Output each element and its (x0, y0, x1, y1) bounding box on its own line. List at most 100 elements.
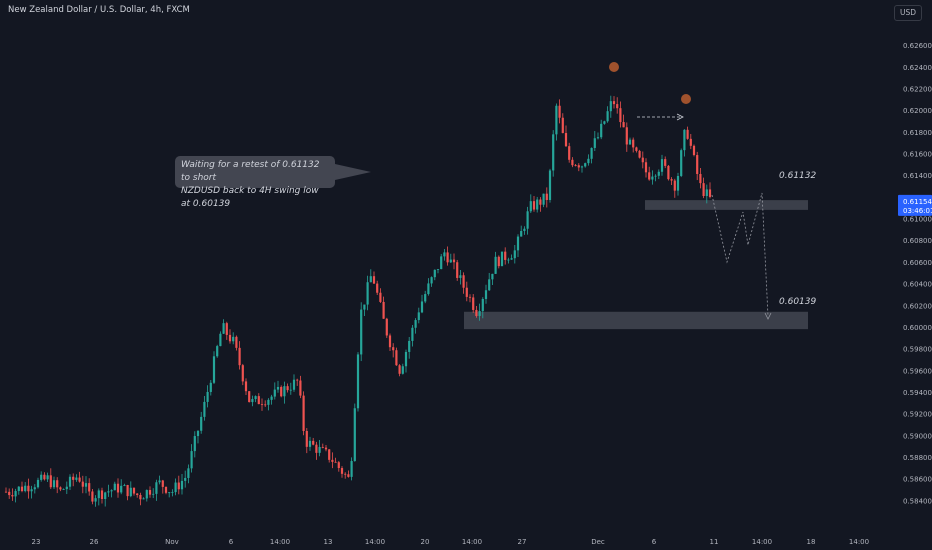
candle (372, 271, 376, 285)
candle-body (14, 490, 17, 497)
candle (619, 101, 622, 128)
candle (651, 170, 654, 185)
candle-body (590, 147, 593, 159)
candle-body (510, 258, 513, 260)
candle (670, 177, 673, 186)
candle-body (552, 134, 555, 171)
candle-body (203, 401, 206, 417)
candle-body (616, 104, 619, 109)
candle (62, 488, 65, 490)
price-tick-label: 0.60600 (903, 259, 932, 267)
candle-body (660, 159, 664, 172)
price-tick-label: 0.61400 (903, 172, 932, 180)
callout-line-1: Waiting for a retest of 0.61132 to short (181, 160, 320, 183)
drawings-layer: 0.61132 0.60139 (609, 62, 816, 320)
candle-body (337, 462, 340, 469)
candle-body (129, 487, 132, 497)
candle (587, 154, 590, 166)
candle-body (369, 276, 372, 283)
candle (264, 400, 267, 407)
candle-body (542, 193, 545, 205)
candle-body (104, 492, 107, 500)
candle-body (676, 175, 680, 191)
candle (340, 466, 344, 478)
candle (91, 489, 94, 505)
candle (254, 395, 257, 403)
candle (248, 390, 251, 403)
candle-body (286, 386, 289, 391)
candle (584, 162, 587, 168)
candle-body (692, 145, 696, 156)
candle-body (296, 379, 299, 381)
candle-body (56, 480, 59, 488)
candle (312, 437, 315, 446)
candle-body (318, 446, 321, 453)
candle-body (696, 155, 699, 174)
candle (552, 130, 555, 177)
candle (209, 379, 212, 396)
candle-body (228, 334, 232, 342)
candle-body (635, 147, 638, 151)
candle (225, 321, 228, 340)
candle (692, 144, 696, 157)
candle (475, 306, 478, 318)
candle (120, 479, 123, 495)
candle (36, 477, 40, 489)
candle (65, 481, 68, 495)
candle (139, 492, 142, 506)
candle (123, 483, 126, 487)
candle (497, 255, 500, 269)
candle-body (427, 283, 430, 295)
candle-body (81, 481, 84, 487)
candle-body (184, 477, 187, 481)
candle (411, 325, 414, 347)
candle-body (516, 236, 520, 251)
candle-body (536, 199, 539, 210)
candle (510, 254, 513, 260)
candle (558, 99, 561, 124)
candle (152, 488, 155, 499)
candle (680, 148, 683, 178)
candle-body (244, 381, 248, 392)
candle (337, 461, 340, 472)
candle-body (411, 327, 414, 341)
candle-body (225, 323, 228, 335)
candle (228, 329, 232, 344)
currency-button[interactable]: USD (894, 5, 922, 21)
candle (536, 196, 539, 213)
candle-body (350, 461, 353, 477)
candle (580, 165, 584, 173)
candle-body (232, 336, 235, 342)
candle (78, 471, 81, 483)
candle (344, 472, 347, 479)
candle (168, 492, 171, 498)
current-price-value: 0.61154 (903, 198, 932, 206)
candle (376, 280, 379, 296)
candle-body (206, 391, 209, 402)
candle (600, 119, 603, 140)
candle-body (667, 165, 670, 180)
candle (283, 381, 286, 404)
price-tick-label: 0.62200 (903, 85, 932, 93)
candle (459, 270, 462, 285)
candle-body (673, 180, 676, 191)
candle (292, 374, 296, 392)
candle (472, 294, 475, 313)
candle (136, 493, 139, 498)
candle (305, 428, 308, 454)
candle-body (609, 101, 612, 112)
price-tick-label: 0.62000 (903, 107, 932, 115)
candle (206, 385, 209, 408)
candle-body (571, 159, 574, 166)
candle (641, 151, 644, 169)
candle-body (449, 259, 452, 263)
candle-body (376, 283, 379, 293)
candle (436, 269, 440, 274)
candle (180, 474, 184, 495)
candle (116, 478, 120, 498)
price-tick-label: 0.59200 (903, 411, 932, 419)
candle (561, 113, 564, 134)
candle-body (72, 476, 75, 480)
candle-body (456, 262, 459, 278)
